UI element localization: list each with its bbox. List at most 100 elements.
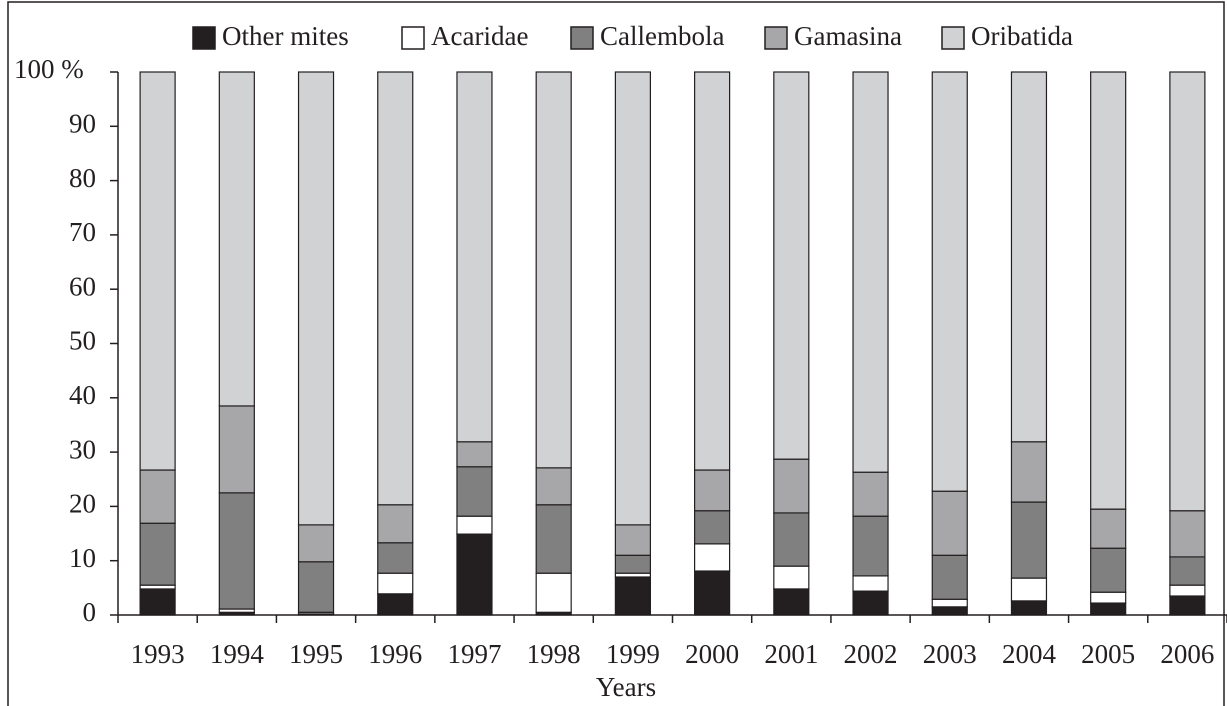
- bar-segment: [1010, 441, 1048, 503]
- bar-segment: [1090, 602, 1127, 616]
- bar-segment: [931, 606, 968, 616]
- bar-segment: [535, 572, 572, 613]
- bar-segment: [1169, 584, 1206, 597]
- bar-segment: [614, 71, 651, 526]
- bar-segment: [1169, 556, 1206, 586]
- bar-segment: [377, 504, 414, 544]
- legend-label: Gamasina: [794, 21, 902, 51]
- bar-segment: [139, 469, 176, 524]
- y-tick-label: 10: [69, 543, 96, 573]
- bar-segment: [218, 405, 255, 494]
- bar-segment: [377, 542, 414, 574]
- bar-segment: [1090, 71, 1127, 510]
- y-tick-label: 100 %: [14, 54, 84, 84]
- bar-segment: [456, 441, 493, 468]
- legend-swatch: [941, 26, 965, 50]
- x-tick-label: 1996: [368, 639, 422, 669]
- bar-segment: [456, 533, 493, 616]
- bar-segment: [1090, 508, 1127, 549]
- bar-segment: [694, 570, 731, 616]
- x-tick-label: 2006: [1160, 639, 1214, 669]
- bar-segment: [773, 565, 810, 590]
- bar-segment: [614, 576, 651, 616]
- bar-segment: [139, 71, 176, 471]
- bar-segment: [377, 593, 414, 616]
- y-tick-label: 0: [83, 597, 97, 627]
- bar-segment: [931, 71, 968, 492]
- x-tick-label: 1997: [447, 639, 501, 669]
- y-tick-label: 90: [69, 109, 96, 139]
- bar-segment: [297, 524, 335, 563]
- bar-segment: [1090, 547, 1127, 593]
- bar-segment: [852, 471, 889, 517]
- y-tick-label: 60: [69, 271, 96, 301]
- x-tick-label: 1995: [289, 639, 343, 669]
- bar-segment: [1010, 501, 1048, 579]
- bar-segment: [773, 458, 810, 514]
- bar-segment: [614, 554, 651, 574]
- x-tick-label: 1998: [527, 639, 581, 669]
- x-tick-label: 1993: [131, 639, 185, 669]
- bar-segment: [852, 590, 889, 616]
- bar-segment: [139, 588, 176, 616]
- bar-segment: [456, 466, 493, 517]
- legend-swatch: [764, 26, 788, 50]
- bar-segment: [773, 588, 810, 616]
- bar-segment: [377, 71, 414, 506]
- legend-label: Callembola: [600, 21, 724, 51]
- legend-label: Acaridae: [431, 21, 528, 51]
- bar-segment: [297, 71, 335, 526]
- bar-segment: [694, 510, 731, 545]
- x-tick-label: 2003: [923, 639, 977, 669]
- y-tick-label: 50: [69, 326, 96, 356]
- y-tick-label: 70: [69, 217, 96, 247]
- bar-segment: [297, 561, 335, 613]
- x-tick-label: 1999: [606, 639, 660, 669]
- legend-label: Oribatida: [971, 21, 1073, 51]
- bar-segment: [1169, 510, 1206, 558]
- bar-segment: [1090, 591, 1127, 604]
- bar-segment: [1169, 595, 1206, 616]
- bar-segment: [139, 522, 176, 586]
- bar-segment: [456, 515, 493, 535]
- bar-segment: [694, 469, 731, 512]
- bar-segment: [931, 598, 968, 608]
- bar-segment: [535, 71, 572, 469]
- bar-segment: [1010, 71, 1048, 443]
- bar-segment: [218, 492, 255, 610]
- x-tick-label: 1994: [210, 639, 265, 669]
- bar-segment: [1010, 577, 1048, 602]
- x-tick-label: 2005: [1081, 639, 1135, 669]
- legend-swatch: [570, 26, 594, 50]
- bar-segment: [931, 490, 968, 556]
- bar-segment: [694, 71, 731, 471]
- bar-segment: [377, 572, 414, 595]
- x-tick-label: 2000: [685, 639, 739, 669]
- bar-segment: [773, 512, 810, 567]
- y-tick-label: 40: [69, 380, 96, 410]
- x-tick-label: 2002: [844, 639, 898, 669]
- x-tick-label: 2004: [1002, 639, 1057, 669]
- bar-segment: [773, 71, 810, 460]
- y-tick-label: 20: [69, 489, 96, 519]
- bar-segment: [535, 467, 572, 506]
- bar-segment: [852, 515, 889, 577]
- bar-segment: [852, 71, 889, 473]
- legend-swatch: [192, 26, 216, 50]
- bar-segment: [1169, 71, 1206, 512]
- bar-segment: [931, 554, 968, 600]
- y-tick-label: 30: [69, 434, 96, 464]
- bar-segment: [614, 524, 651, 556]
- bar-segment: [218, 71, 255, 407]
- legend-swatch: [401, 26, 425, 50]
- bar-segment: [694, 543, 731, 572]
- bar-segment: [852, 575, 889, 592]
- frame: [7, 1, 1225, 706]
- x-tick-label: 2001: [764, 639, 818, 669]
- y-tick-label: 80: [69, 163, 96, 193]
- x-axis-label: Years: [596, 672, 656, 702]
- bar-segment: [535, 504, 572, 574]
- bar-segment: [1010, 600, 1048, 616]
- legend-label: Other mites: [222, 21, 349, 51]
